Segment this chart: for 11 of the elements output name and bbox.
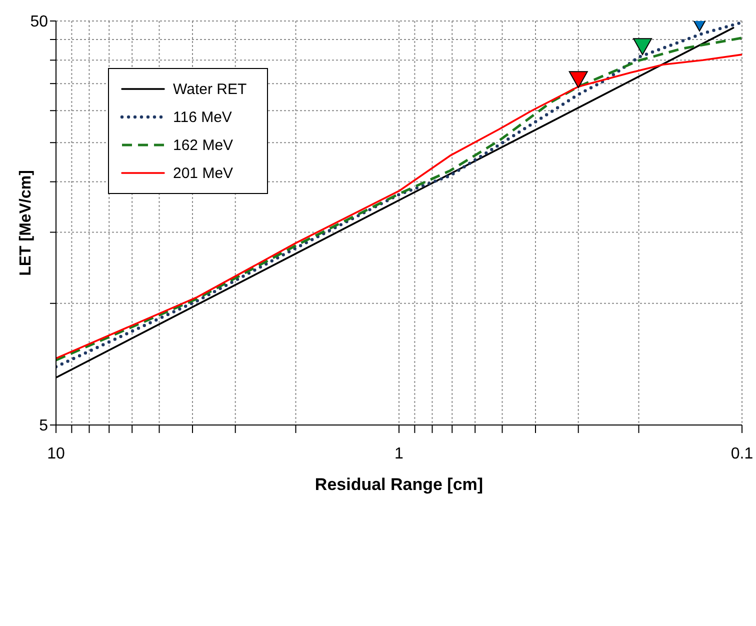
legend-label: 116 MeV [173, 108, 232, 126]
y-tick-label: 50 [30, 14, 48, 31]
legend-label: 201 MeV [173, 164, 234, 182]
y-axis-title: LET [MeV/cm] [18, 170, 34, 276]
legend-label: Water RET [173, 80, 247, 98]
x-tick-label: 0.1 [730, 445, 754, 462]
x-axis-title: Residual Range [cm] [314, 475, 484, 494]
y-tick-label: 5 [39, 418, 48, 435]
x-tick-label: 1 [394, 445, 404, 462]
x-tick-label: 10 [47, 445, 65, 462]
legend-label: 162 MeV [173, 136, 234, 154]
